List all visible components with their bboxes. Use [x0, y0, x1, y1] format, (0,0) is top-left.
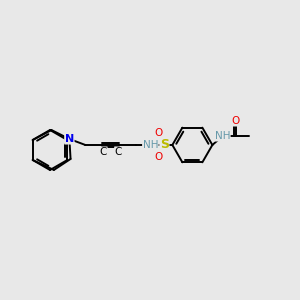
Text: NH: NH — [142, 140, 158, 150]
Text: O: O — [154, 128, 163, 138]
Text: C: C — [115, 147, 122, 157]
Text: NH: NH — [214, 131, 230, 141]
Text: C: C — [100, 147, 107, 157]
Text: O: O — [231, 116, 239, 126]
Text: O: O — [154, 152, 163, 162]
Text: N: N — [65, 134, 74, 144]
Text: S: S — [160, 139, 169, 152]
